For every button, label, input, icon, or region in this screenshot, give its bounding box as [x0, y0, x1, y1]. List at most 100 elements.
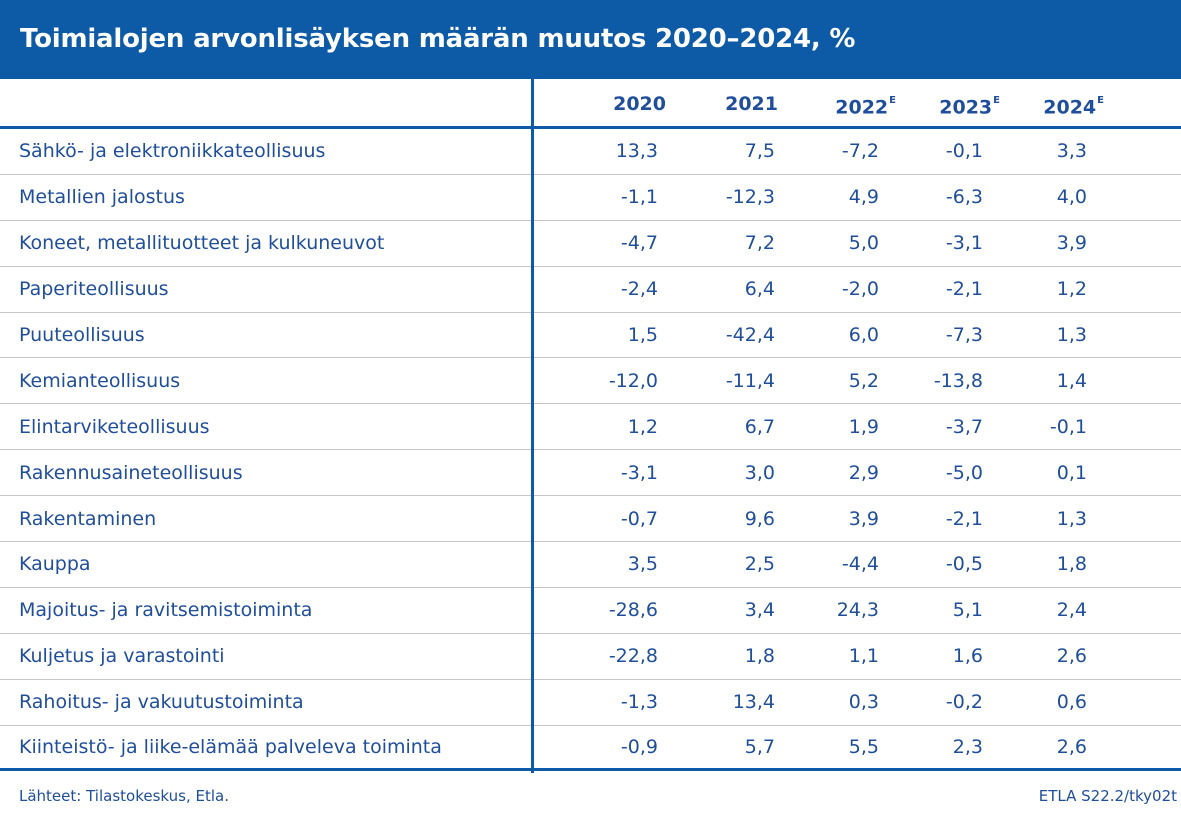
- value-cell: 3,3: [1056, 140, 1087, 163]
- row-label: Sähkö- ja elektroniikkateollisuus: [19, 140, 326, 163]
- row-label: Kiinteistö- ja liike-elämää palveleva to…: [19, 736, 442, 759]
- column-year: 2021: [725, 93, 778, 115]
- value-cell: -3,1: [945, 232, 983, 255]
- value-cell: 2,4: [1056, 599, 1087, 622]
- table-row: Puuteollisuus 1,5 -42,4 6,0 -7,3 1,3: [0, 313, 1181, 359]
- table-row: Majoitus- ja ravitsemistoiminta -28,6 3,4 2…: [0, 588, 1181, 634]
- value-cell: 4,9: [848, 186, 879, 209]
- value-cell: 2,5: [744, 553, 775, 576]
- value-cell: -13,8: [933, 369, 983, 392]
- value-cell: 1,8: [1056, 553, 1087, 576]
- table-body: Sähkö- ja elektroniikkateollisuus 13,3 7,5…: [0, 129, 1181, 772]
- label-column-divider: [531, 79, 534, 773]
- value-cell: 2,6: [1056, 736, 1087, 759]
- value-cell: 6,0: [848, 324, 879, 346]
- row-label: Majoitus- ja ravitsemistoiminta: [19, 599, 313, 622]
- value-cell: -22,8: [608, 645, 658, 668]
- value-cell: 13,4: [732, 691, 775, 714]
- value-cell: 5,2: [848, 369, 879, 392]
- table-row: Kuljetus ja varastointi -22,8 1,8 1,1 1,6 2,6: [0, 634, 1181, 680]
- source-note: Lähteet: Tilastokeskus, Etla.: [19, 787, 229, 805]
- value-cell: -4,7: [620, 232, 658, 255]
- estimate-mark: E: [889, 95, 896, 106]
- column-year: 2024: [1043, 96, 1097, 119]
- value-cell: -0,5: [945, 553, 983, 576]
- value-cell: 0,1: [1056, 461, 1087, 484]
- value-cell: 3,0: [744, 461, 775, 484]
- value-cell: -12,3: [725, 186, 775, 209]
- table-row: Rahoitus- ja vakuutustoiminta -1,3 13,4 0,3…: [0, 680, 1181, 726]
- value-cell: 7,5: [744, 140, 775, 163]
- figure-code: ETLA S22.2/tky02t: [1038, 787, 1177, 805]
- column-header-2021: 2021: [660, 79, 778, 129]
- value-cell: -2,4: [620, 278, 658, 301]
- footer: Lähteet: Tilastokeskus, Etla. ETLA S22.2…: [0, 787, 1181, 811]
- row-label: Rakentaminen: [19, 507, 157, 530]
- table-row: Metallien jalostus -1,1 -12,3 4,9 -6,3 4,0: [0, 175, 1181, 221]
- table-row: Rakennusaineteollisuus -3,1 3,0 2,9 -5,0 0,1: [0, 450, 1181, 497]
- value-cell: -0,7: [620, 507, 658, 530]
- value-cell: 0,3: [848, 691, 879, 714]
- column-header-2020: 2020: [540, 79, 666, 129]
- value-cell: 5,0: [848, 232, 879, 255]
- table-row: Paperiteollisuus -2,4 6,4 -2,0 -2,1 1,2: [0, 267, 1181, 313]
- column-header-2022: 2022E: [778, 79, 896, 129]
- table-row: Sähkö- ja elektroniikkateollisuus 13,3 7,5…: [0, 129, 1181, 175]
- column-header-2023: 2023E: [882, 79, 1000, 129]
- value-cell: 13,3: [615, 140, 658, 163]
- value-cell: -2,1: [945, 507, 983, 530]
- value-cell: -6,3: [945, 186, 983, 209]
- value-cell: 3,9: [848, 507, 879, 530]
- value-cell: 1,5: [627, 324, 658, 346]
- value-cell: 3,4: [744, 599, 775, 622]
- value-cell: -2,0: [841, 278, 879, 301]
- column-year: 2022: [835, 96, 889, 119]
- value-cell: 3,9: [1056, 232, 1087, 255]
- row-label: Kauppa: [19, 553, 91, 576]
- value-cell: 1,9: [848, 415, 879, 438]
- value-cell: 5,5: [848, 736, 879, 759]
- value-cell: 0,6: [1056, 691, 1087, 714]
- value-cell: -7,2: [841, 140, 879, 163]
- row-label: Paperiteollisuus: [19, 278, 169, 301]
- column-year: 2020: [613, 93, 666, 115]
- value-cell: -2,1: [945, 278, 983, 301]
- value-cell: 5,7: [744, 736, 775, 759]
- table-row: Koneet, metallituotteet ja kulkuneuvot -4…: [0, 221, 1181, 267]
- value-cell: 2,6: [1056, 645, 1087, 668]
- table-row: Elintarviketeollisuus 1,2 6,7 1,9 -3,7 -0,1: [0, 404, 1181, 451]
- value-cell: -42,4: [725, 324, 775, 346]
- value-cell: 1,1: [848, 645, 879, 668]
- estimate-mark: E: [993, 95, 1000, 106]
- table-row: Kiinteistö- ja liike-elämää palveleva to…: [0, 726, 1181, 772]
- value-cell: 1,4: [1056, 369, 1087, 392]
- value-cell: -1,1: [620, 186, 658, 209]
- value-cell: 3,5: [627, 553, 658, 576]
- value-cell: 1,2: [1056, 278, 1087, 301]
- column-year: 2023: [939, 96, 993, 119]
- value-cell: 2,3: [952, 736, 983, 759]
- value-cell: -3,1: [620, 461, 658, 484]
- data-table: 2020 2021 2022E 2023E 2024E Sähkö- ja elektr…: [0, 79, 1181, 772]
- row-label: Elintarviketeollisuus: [19, 415, 210, 438]
- table-row: Kemianteollisuus -12,0 -11,4 5,2 -13,8 1,4: [0, 358, 1181, 405]
- value-cell: 5,1: [952, 599, 983, 622]
- row-label: Metallien jalostus: [19, 186, 185, 209]
- row-label: Kuljetus ja varastointi: [19, 645, 225, 668]
- value-cell: 1,3: [1056, 507, 1087, 530]
- value-cell: 1,2: [627, 415, 658, 438]
- table-row: Rakentaminen -0,7 9,6 3,9 -2,1 1,3: [0, 496, 1181, 543]
- value-cell: 1,8: [744, 645, 775, 668]
- table-row: Kauppa 3,5 2,5 -4,4 -0,5 1,8: [0, 542, 1181, 588]
- estimate-mark: E: [1097, 95, 1104, 106]
- row-label: Rahoitus- ja vakuutustoiminta: [19, 691, 304, 714]
- value-cell: 4,0: [1056, 186, 1087, 209]
- value-cell: 7,2: [744, 232, 775, 255]
- value-cell: 1,3: [1056, 324, 1087, 346]
- header-row: 2020 2021 2022E 2023E 2024E: [0, 79, 1181, 129]
- value-cell: -0,1: [1049, 415, 1087, 438]
- row-label: Rakennusaineteollisuus: [19, 461, 243, 484]
- value-cell: -5,0: [945, 461, 983, 484]
- value-cell: -0,2: [945, 691, 983, 714]
- value-cell: 24,3: [836, 599, 879, 622]
